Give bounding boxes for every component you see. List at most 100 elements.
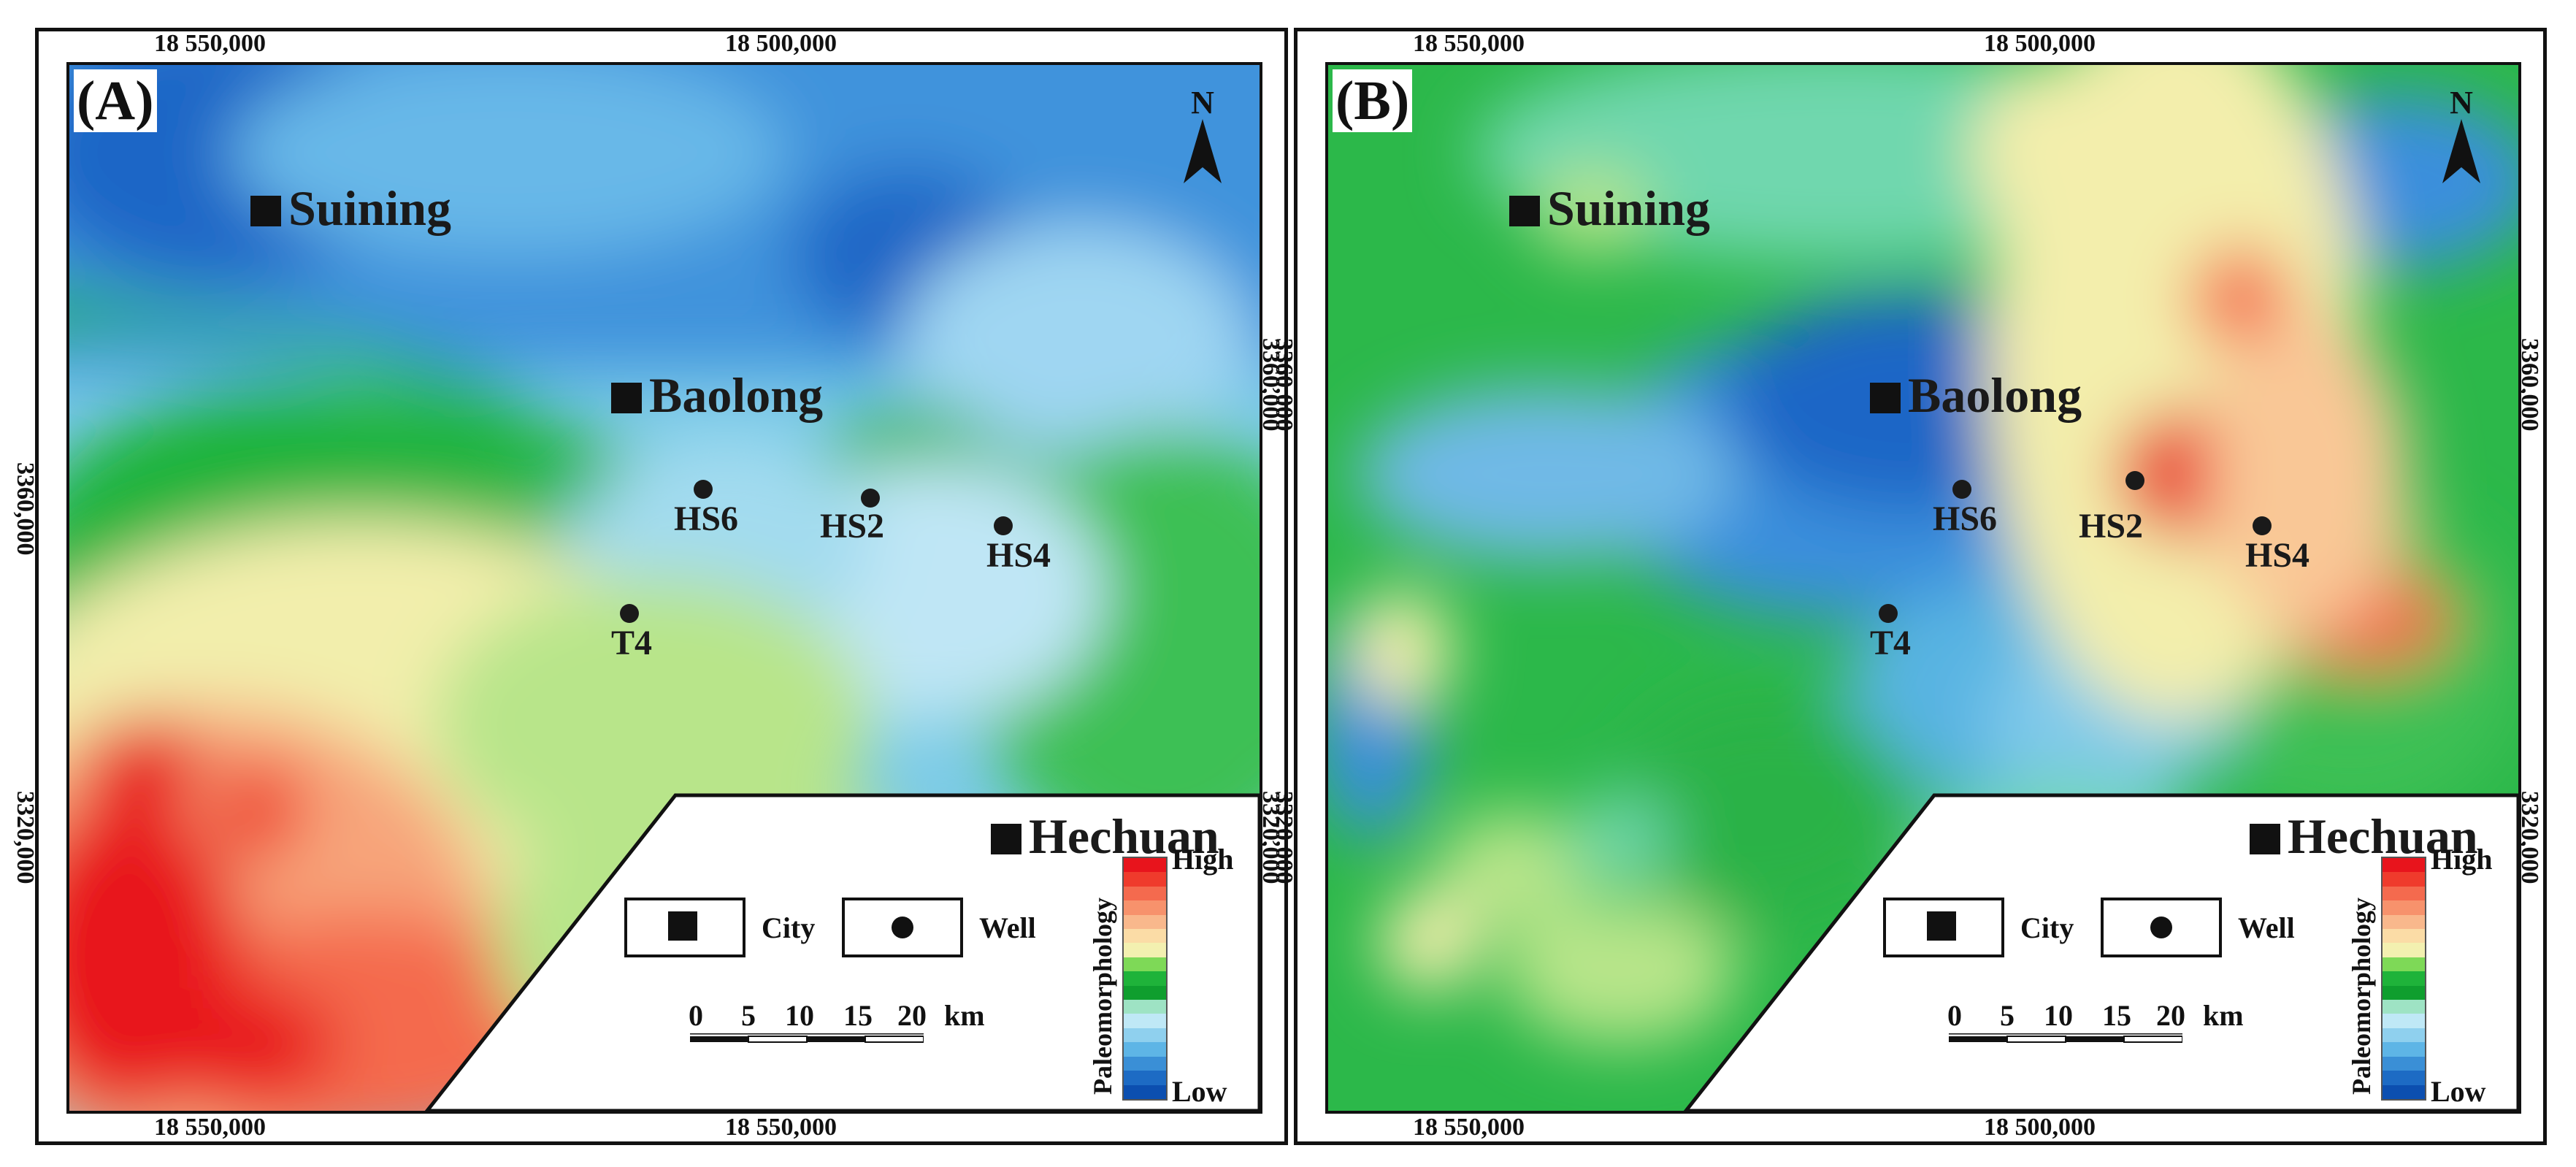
scale-bar-graphic [690,1033,924,1043]
colorbar-step [2383,1028,2425,1043]
legend-city-label: City [762,911,816,944]
scale-bar-graphic [1949,1033,2182,1043]
colorbar-step [2383,900,2425,915]
scale-tick: 20 [2156,999,2185,1032]
colorbar-step [1124,1042,1166,1057]
map-b: (B) N Suining Baolong Hechuan HS6 HS2 HS… [1325,62,2521,1114]
well-dot-icon [620,604,639,623]
colorbar-low-label: Low [2431,1075,2486,1108]
colorbar-high-label: High [1172,843,1234,876]
well-hs4: HS4 [2245,516,2309,575]
colorbar-step [1124,929,1166,944]
scale-tick: 0 [1947,999,1962,1032]
city-square-icon [2250,824,2280,854]
city-square-icon [991,824,1021,854]
colorbar-step [2383,1071,2425,1085]
well-hs4: HS4 [986,516,1051,575]
scale-unit: km [2203,999,2244,1032]
panel-letter: (A) [74,69,157,132]
bottom-coord-left: 18 550,000 [1413,1114,1525,1141]
colorbar-step [2383,858,2425,873]
colorbar-step [2383,1056,2425,1071]
scale-tick: 10 [785,999,814,1032]
colorbar-step [2383,1042,2425,1057]
top-coord-right: 18 500,000 [1984,30,2096,57]
colorbar-step [1124,1028,1166,1043]
panel-b: 18 550,000 18 500,000 18 550,000 18 500,… [1270,28,2547,1145]
colorbar-step [2383,1084,2425,1099]
legend-city-icon [1927,911,1956,941]
colorbar-step [1124,1056,1166,1071]
panel-a: 18 550,000 18 500,000 18 550,000 18 550,… [12,28,1288,1145]
colorbar-step [1124,900,1166,915]
north-arrow: N [1181,87,1224,189]
city-baolong: Baolong [1870,370,2082,420]
scale-tick: 15 [843,999,873,1032]
scale-tick: 20 [897,999,927,1032]
colorbar-title: Paleomorphology [1088,898,1117,1095]
legend-city-label: City [2020,911,2074,944]
colorbar-step [1124,1071,1166,1085]
bottom-coord-left: 18 550,000 [154,1114,266,1141]
city-square-icon [1870,383,1901,413]
side-coord-left-upper: 3360,000 [1270,338,1297,432]
north-arrow-icon [2442,119,2480,183]
well-t4: T4 [1870,604,1911,663]
colorbar-step [1124,1000,1166,1014]
paleomorphology-field-b [1328,65,2518,1111]
side-coord-left-lower: 3320,000 [12,791,39,884]
well-hs6: HS6 [1933,480,1997,539]
colorbar-step [2383,1000,2425,1014]
colorbar-step [1124,1084,1166,1099]
colorbar-step [2383,971,2425,986]
scale-tick: 5 [2000,999,2015,1032]
bottom-coord-right: 18 550,000 [725,1114,837,1141]
north-arrow: N [2439,87,2483,189]
city-square-icon [250,196,281,226]
map-a: (A) N Suining Baolong Hechuan HS6 HS2 HS… [66,62,1262,1114]
well-dot-icon [2253,516,2272,535]
north-arrow-icon [1184,119,1222,183]
legend-well-icon [892,917,913,938]
well-dot-icon [694,480,713,499]
colorbar-title: Paleomorphology [2347,898,2376,1095]
colorbar-step [1124,872,1166,887]
colorbar-step [1124,943,1166,957]
legend-well-box [2101,898,2222,957]
well-dot-icon [861,489,880,508]
panel-letter: (B) [1333,69,1413,132]
scale-tick: 15 [2102,999,2131,1032]
well-hs6: HS6 [674,480,738,539]
well-dot-icon [2125,471,2144,490]
city-square-icon [1509,196,1540,226]
colorbar-step [1124,1014,1166,1028]
legend-well-label: Well [2238,911,2295,944]
colorbar-step [2383,985,2425,1000]
colorbar-step [1124,957,1166,972]
legend-well-label: Well [979,911,1036,944]
colorbar-high-label: High [2431,843,2493,876]
well-t4: T4 [611,604,652,663]
top-coord-left: 18 550,000 [154,30,266,57]
colorbar-low-label: Low [1172,1075,1227,1108]
colorbar-step [2383,914,2425,930]
colorbar-step [2383,872,2425,887]
colorbar-step [1124,914,1166,930]
well-dot-icon [1952,480,1971,499]
city-suining: Suining [1509,183,1710,233]
well-hs2: HS2 [2079,471,2144,546]
city-suining: Suining [250,183,451,233]
scale-tick: 10 [2044,999,2073,1032]
colorbar-step [1124,971,1166,986]
colorbar-step [1124,886,1166,901]
city-baolong: Baolong [611,370,823,420]
side-coord-left-lower: 3320,000 [1270,791,1297,884]
well-dot-icon [1879,604,1898,623]
legend-city-box [1883,898,2004,957]
top-coord-left: 18 550,000 [1413,30,1525,57]
colorbar-step [1124,858,1166,873]
well-dot-icon [994,516,1013,535]
city-square-icon [611,383,642,413]
legend-well-box [842,898,963,957]
scale-tick: 5 [741,999,756,1032]
